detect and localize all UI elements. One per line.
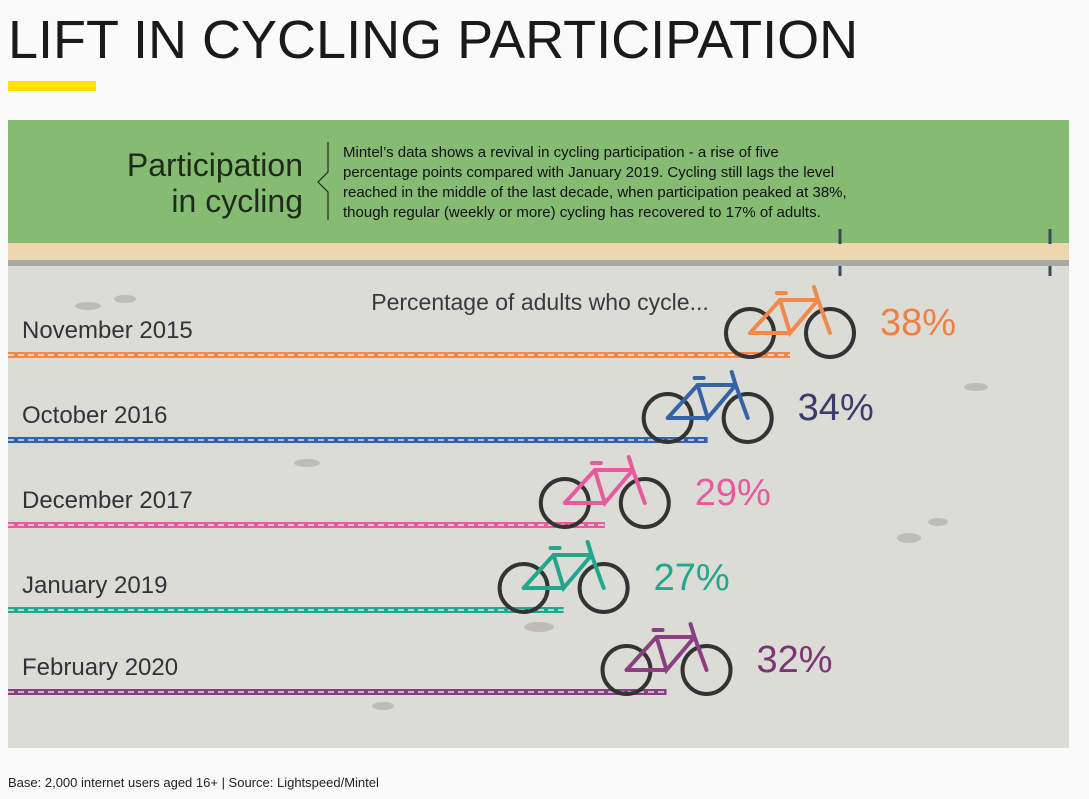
wheel (680, 644, 733, 696)
category-label: December 2017 (22, 487, 193, 514)
description: reached in the middle of the last decade… (343, 184, 847, 201)
category-label: November 2015 (22, 317, 193, 344)
frame (624, 622, 709, 675)
header-title: Participation (127, 147, 303, 183)
description: though regular (weekly or more) cycling … (343, 204, 821, 221)
bar (8, 607, 564, 613)
frame (521, 540, 606, 593)
bar (8, 689, 667, 695)
bicycle (641, 370, 774, 444)
title-underline (8, 81, 96, 91)
bicycle (724, 285, 856, 359)
frame (562, 455, 647, 508)
bar (8, 522, 605, 528)
value-label: 38% (880, 302, 956, 344)
header-box (8, 120, 1069, 243)
road-kerb (8, 260, 1069, 266)
value-label: 32% (757, 639, 833, 681)
value-label: 34% (798, 387, 874, 429)
category-label: October 2016 (22, 402, 167, 429)
brace (317, 142, 329, 220)
bicycle (538, 455, 671, 529)
frame (665, 370, 750, 423)
wheel (721, 392, 774, 444)
category-label: January 2019 (22, 572, 167, 599)
wheel (804, 307, 856, 359)
road-edge (8, 243, 1069, 260)
subtitle: Percentage of adults who cycle... (371, 289, 709, 315)
bicycle (497, 540, 630, 614)
footnote: Base: 2,000 internet users aged 16+ | So… (8, 775, 379, 790)
frame (748, 285, 832, 338)
wheel (577, 562, 630, 614)
bar (8, 437, 708, 443)
chart-title: LIFT IN CYCLING PARTICIPATION (8, 10, 858, 70)
category-label: February 2020 (22, 654, 178, 681)
description: Mintel’s data shows a revival in cycling… (343, 144, 779, 161)
road (8, 266, 1069, 748)
road-stones (75, 295, 988, 710)
value-label: 29% (695, 472, 771, 514)
header-title: in cycling (171, 183, 303, 219)
value-label: 27% (654, 557, 730, 599)
description: percentage points compared with January … (343, 164, 834, 181)
bicycle (600, 622, 733, 696)
wheel (618, 477, 671, 529)
